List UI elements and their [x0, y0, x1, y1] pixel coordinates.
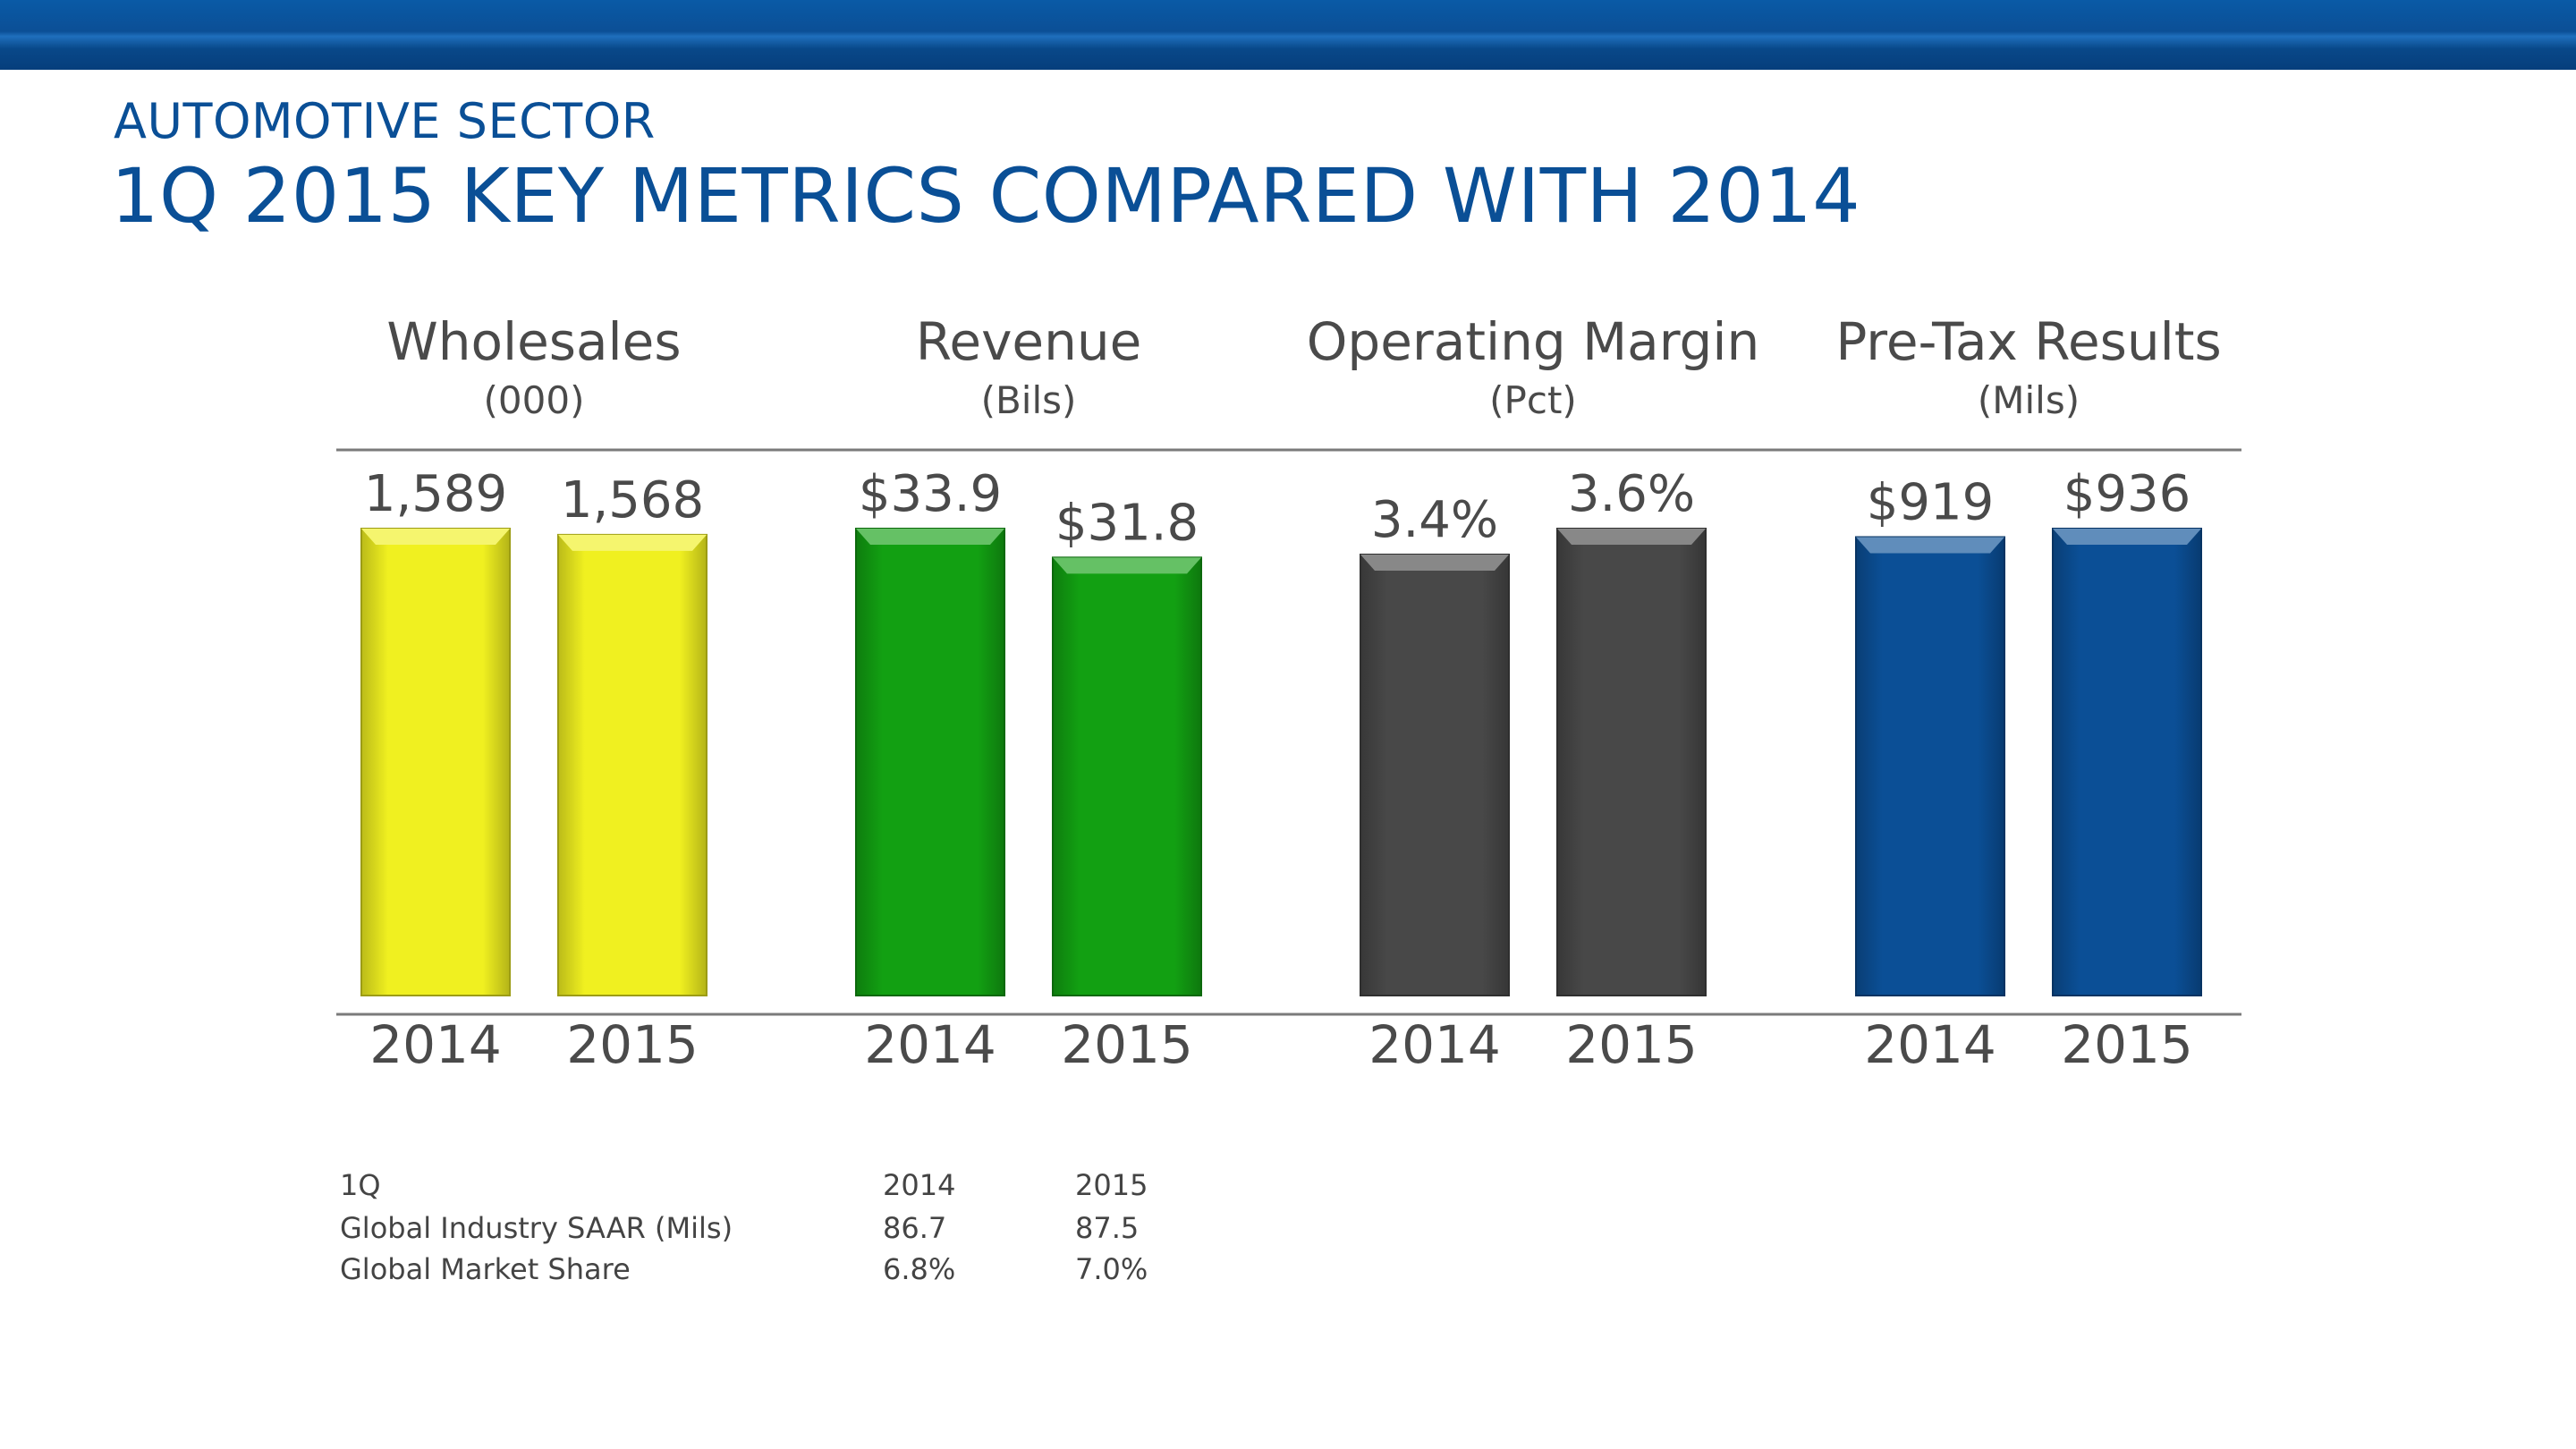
- bar: [2052, 528, 2202, 996]
- metric-unit: (Pct): [1489, 378, 1577, 422]
- year-label: 2015: [1061, 1014, 1193, 1075]
- data-label: 1,589: [364, 465, 507, 523]
- slide-subtitle: AUTOMOTIVE SECTOR: [114, 93, 656, 149]
- bar-highlight: [361, 529, 510, 545]
- bar: [855, 528, 1005, 996]
- row-value-2015: 7.0%: [1075, 1252, 1148, 1286]
- data-label: $33.9: [859, 465, 1002, 523]
- table-header-2015: 2015: [1075, 1168, 1148, 1202]
- row-value-2014: 6.8%: [883, 1252, 956, 1286]
- bar: [1360, 554, 1510, 996]
- table-header-2014: 2014: [883, 1168, 956, 1202]
- metric-title: Wholesales: [386, 311, 681, 372]
- row-value-2015: 87.5: [1075, 1211, 1140, 1245]
- slide-title: 1Q 2015 KEY METRICS COMPARED WITH 2014: [111, 152, 1861, 240]
- bar-highlight: [1557, 529, 1706, 545]
- bar-highlight: [558, 534, 707, 551]
- data-label: 3.4%: [1371, 491, 1498, 549]
- data-label: $919: [1867, 473, 1995, 531]
- data-label: $31.8: [1055, 494, 1199, 552]
- metric-unit: (Bils): [981, 378, 1077, 422]
- data-label: $936: [2063, 465, 2191, 523]
- bar: [1855, 536, 2005, 996]
- row-label: Global Market Share: [340, 1252, 631, 1286]
- metric-title: Pre-Tax Results: [1835, 311, 2221, 372]
- row-label: Global Industry SAAR (Mils): [340, 1211, 733, 1245]
- metric-title: Operating Margin: [1307, 311, 1760, 372]
- year-label: 2014: [1864, 1014, 1996, 1075]
- row-value-2014: 86.7: [883, 1211, 947, 1245]
- year-label: 2015: [1565, 1014, 1698, 1075]
- bar-highlight: [2053, 529, 2201, 545]
- year-label: 2014: [1368, 1014, 1501, 1075]
- bar-highlight: [856, 529, 1004, 545]
- bar-highlight: [1053, 557, 1201, 574]
- bar: [360, 528, 511, 996]
- year-label: 2015: [2061, 1014, 2193, 1075]
- data-label: 1,568: [561, 471, 704, 530]
- year-label: 2015: [566, 1014, 699, 1075]
- bar: [1556, 528, 1707, 996]
- bar: [557, 533, 708, 996]
- metric-title: Revenue: [916, 311, 1142, 372]
- table-header-period: 1Q: [340, 1168, 381, 1202]
- metric-unit: (000): [484, 378, 585, 422]
- year-label: 2014: [369, 1014, 502, 1075]
- bar-highlight: [1856, 537, 2004, 554]
- metric-unit: (Mils): [1978, 378, 2080, 422]
- top-banner: [0, 0, 2576, 70]
- year-label: 2014: [864, 1014, 996, 1075]
- bar: [1052, 556, 1202, 997]
- bar-highlight: [1360, 555, 1509, 571]
- data-label: 3.6%: [1568, 465, 1695, 523]
